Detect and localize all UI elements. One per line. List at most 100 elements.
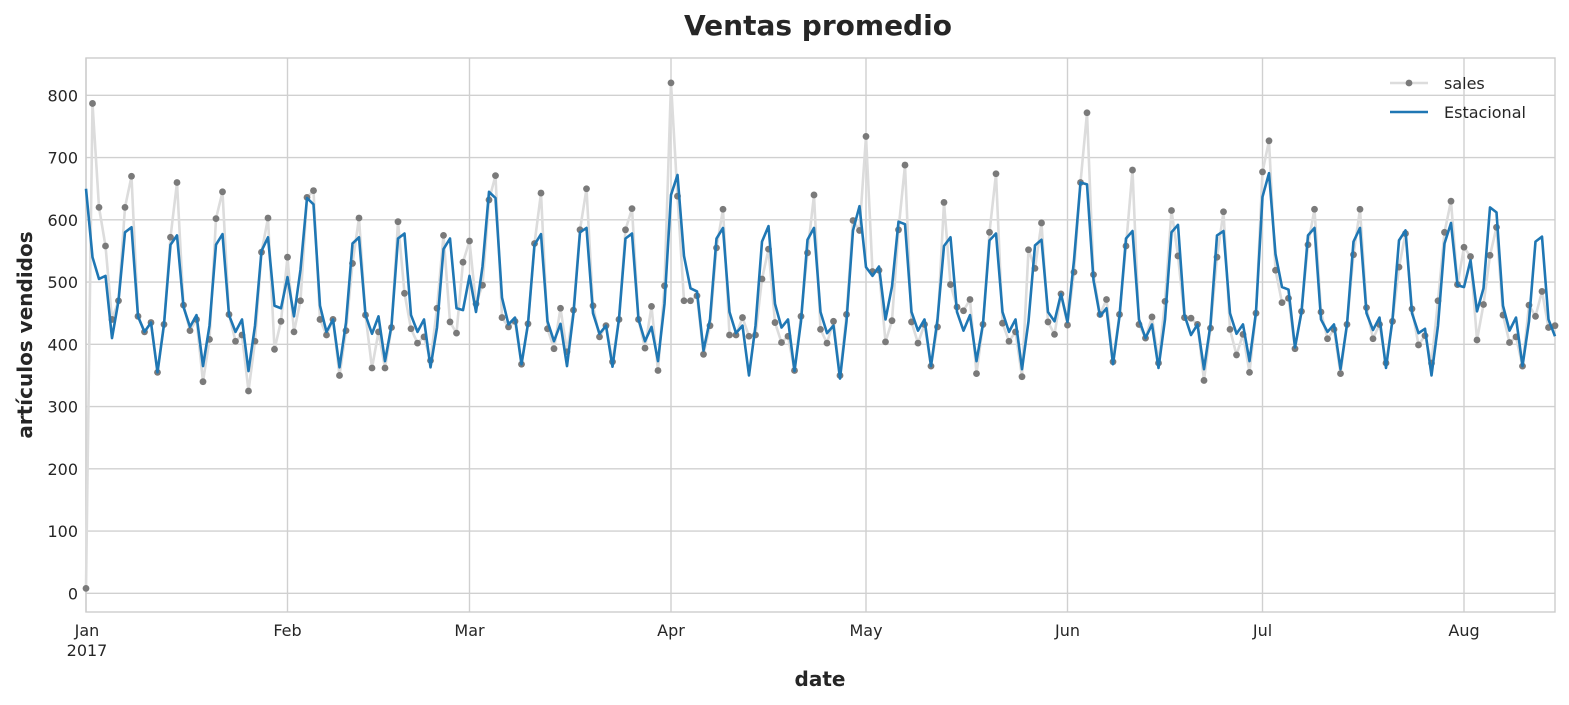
sales-point bbox=[1148, 313, 1156, 321]
x-tick-label: Apr bbox=[657, 621, 685, 640]
sales-point bbox=[1259, 168, 1266, 176]
x-tick-label: Jul bbox=[1252, 621, 1272, 640]
sales-point bbox=[1551, 322, 1559, 330]
sales-point bbox=[1460, 243, 1468, 251]
y-tick-label: 700 bbox=[47, 149, 78, 168]
sales-point bbox=[992, 170, 1000, 178]
sales-point bbox=[284, 253, 291, 261]
sales-point bbox=[1278, 299, 1286, 307]
sales-point bbox=[654, 367, 662, 374]
sales-point bbox=[745, 332, 753, 340]
sales-point bbox=[823, 339, 831, 347]
sales-point bbox=[1246, 368, 1253, 376]
sales-point bbox=[310, 187, 317, 194]
sales-point bbox=[1226, 326, 1234, 333]
sales-point bbox=[1233, 351, 1240, 359]
sales-point bbox=[966, 296, 974, 303]
sales-point bbox=[914, 339, 922, 347]
sales-point bbox=[297, 297, 304, 305]
sales-point bbox=[1369, 335, 1377, 343]
sales-point bbox=[888, 317, 896, 325]
sales-point bbox=[680, 297, 688, 305]
series-layer bbox=[82, 79, 1559, 592]
sales-point bbox=[82, 584, 90, 592]
x-tick-label: Feb bbox=[273, 621, 301, 640]
y-tick-label: 0 bbox=[68, 584, 78, 603]
sales-point bbox=[1168, 207, 1175, 214]
sales-point bbox=[459, 258, 467, 266]
sales-point bbox=[947, 281, 954, 288]
sales-point bbox=[557, 304, 564, 312]
sales-point bbox=[667, 79, 675, 87]
sales-point bbox=[537, 189, 545, 197]
sales-point bbox=[89, 100, 96, 107]
sales-point bbox=[414, 339, 421, 347]
sales-point bbox=[1220, 208, 1227, 216]
sales-point bbox=[199, 378, 207, 386]
y-tick-label: 500 bbox=[47, 273, 78, 292]
sales-point bbox=[1064, 321, 1071, 329]
x-tick-label: May bbox=[849, 621, 882, 640]
sales-point bbox=[1025, 246, 1032, 254]
sales-point bbox=[212, 215, 220, 223]
sales-point bbox=[498, 314, 506, 321]
sales-point bbox=[583, 185, 590, 193]
sales-point bbox=[622, 226, 629, 234]
x-tick-sublabel: 2017 bbox=[67, 641, 108, 660]
sales-point bbox=[505, 323, 512, 331]
sales-point bbox=[810, 191, 818, 199]
x-tick-label: Jun bbox=[1054, 621, 1080, 640]
y-tick-label: 600 bbox=[47, 211, 78, 230]
sales-point bbox=[264, 214, 272, 222]
legend-sales-label: sales bbox=[1444, 74, 1485, 93]
sales-point bbox=[901, 161, 909, 169]
sales-point bbox=[336, 372, 343, 379]
sales-point bbox=[999, 319, 1006, 327]
sales-point bbox=[173, 179, 181, 186]
sales-point bbox=[1311, 205, 1318, 213]
sales-point bbox=[986, 228, 993, 236]
sales-point bbox=[1356, 205, 1364, 213]
y-axis-label: artículos vendidos bbox=[13, 231, 37, 438]
sales-point bbox=[394, 218, 402, 226]
sales-point bbox=[973, 370, 980, 377]
sales-point bbox=[368, 364, 376, 372]
y-tick-label: 300 bbox=[47, 398, 78, 417]
sales-point bbox=[771, 319, 779, 326]
sales-point bbox=[1538, 288, 1546, 295]
x-tick-label: Aug bbox=[1448, 621, 1479, 640]
sales-point bbox=[407, 325, 415, 333]
y-tick-labels: 0 100 200 300 400 500 600 700 800 bbox=[47, 86, 78, 603]
sales-point bbox=[381, 364, 389, 372]
y-tick-label: 100 bbox=[47, 522, 78, 541]
sales-point bbox=[186, 327, 194, 335]
y-tick-label: 200 bbox=[47, 460, 78, 479]
sales-point bbox=[596, 333, 603, 341]
plot-area bbox=[86, 58, 1555, 612]
legend-seasonal-label: Estacional bbox=[1444, 103, 1526, 122]
y-tick-label: 400 bbox=[47, 335, 78, 354]
sales-point bbox=[1265, 137, 1273, 145]
sales-point bbox=[550, 345, 558, 353]
sales-point bbox=[1506, 339, 1513, 346]
sales-point bbox=[1447, 197, 1455, 205]
sales-point bbox=[1187, 314, 1195, 322]
sales-point bbox=[940, 199, 948, 206]
sales-point bbox=[732, 331, 740, 339]
sales-point bbox=[355, 214, 363, 222]
chart-title: Ventas promedio bbox=[684, 9, 952, 42]
sales-point bbox=[401, 289, 408, 297]
x-tick-label: Mar bbox=[454, 621, 485, 640]
sales-point bbox=[1103, 296, 1110, 303]
sales-point bbox=[271, 345, 278, 353]
sales-point bbox=[1473, 336, 1481, 344]
sales-point bbox=[121, 203, 129, 211]
sales-point bbox=[323, 331, 330, 339]
sales-point bbox=[440, 232, 447, 239]
sales-point bbox=[1129, 166, 1136, 174]
sales-point bbox=[290, 328, 298, 336]
sales-point bbox=[232, 337, 239, 345]
sales-point bbox=[277, 317, 285, 325]
